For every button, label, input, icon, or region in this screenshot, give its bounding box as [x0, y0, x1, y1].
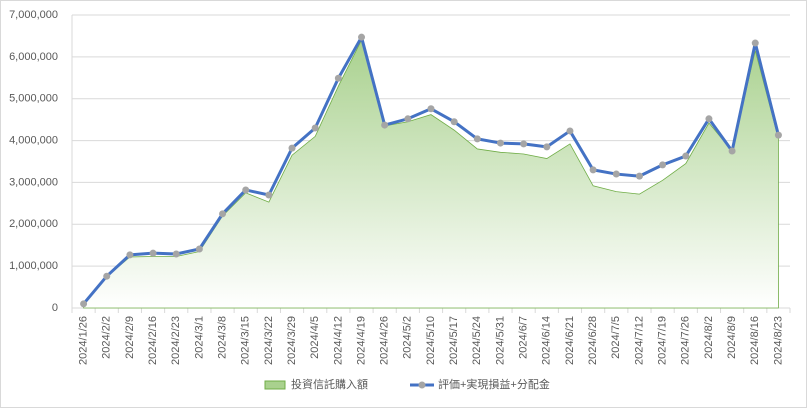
marker [219, 210, 227, 218]
marker [427, 105, 435, 113]
y-tick-label: 3,000,000 [9, 176, 58, 188]
x-tick-label: 2024/8/23 [772, 316, 784, 365]
x-tick-label: 2024/7/19 [657, 316, 669, 365]
marker [566, 127, 574, 135]
marker [195, 245, 203, 253]
legend: 投資信託購入額 評価+実現損益+分配金 [264, 377, 550, 391]
marker [80, 300, 88, 308]
x-tick-label: 2024/8/16 [749, 316, 761, 365]
marker [751, 39, 759, 47]
marker [288, 144, 296, 152]
y-tick-label: 1,000,000 [9, 260, 58, 272]
x-tick-label: 2024/3/15 [240, 316, 252, 365]
marker [404, 115, 412, 123]
y-tick-label: 0 [52, 302, 58, 314]
y-tick-label: 6,000,000 [9, 51, 58, 63]
x-tick-label: 2024/4/12 [332, 316, 344, 365]
marker [149, 249, 157, 257]
x-tick-label: 2024/4/19 [355, 316, 367, 365]
marker [103, 272, 111, 280]
x-tick-label: 2024/3/22 [263, 316, 275, 365]
x-tick-label: 2024/4/5 [309, 316, 321, 359]
marker [520, 140, 528, 148]
x-tick-label: 2024/6/28 [587, 316, 599, 365]
x-tick-label: 2024/7/26 [680, 316, 692, 365]
x-tick-label: 2024/2/2 [101, 316, 113, 359]
x-tick-label: 2024/1/26 [77, 316, 89, 365]
marker [635, 172, 643, 180]
marker [265, 191, 273, 199]
marker [659, 161, 667, 169]
x-tick-label: 2024/2/16 [147, 316, 159, 365]
y-tick-label: 5,000,000 [9, 93, 58, 105]
x-tick-label: 2024/6/7 [518, 316, 530, 359]
marker [728, 147, 736, 155]
marker [774, 131, 782, 139]
marker [473, 135, 481, 143]
marker [496, 139, 504, 147]
y-tick-label: 4,000,000 [9, 134, 58, 146]
x-tick-label: 2024/5/31 [494, 316, 506, 365]
x-tick-label: 2024/2/9 [124, 316, 136, 359]
marker [334, 74, 342, 82]
x-tick-label: 2024/5/17 [448, 316, 460, 365]
marker [172, 250, 180, 258]
x-tick-label: 2024/5/10 [425, 316, 437, 365]
marker [126, 251, 134, 259]
x-tick-label: 2024/6/14 [541, 316, 553, 365]
marker [450, 118, 458, 126]
marker [705, 115, 713, 123]
marker [612, 170, 620, 178]
legend-marker [418, 381, 426, 389]
marker [381, 121, 389, 129]
x-tick-label: 2024/2/23 [170, 316, 182, 365]
marker [311, 124, 319, 132]
legend-label: 投資信託購入額 [291, 377, 368, 391]
area [83, 38, 779, 309]
x-tick-label: 2024/7/5 [610, 316, 622, 359]
x-tick-label: 2024/5/2 [402, 316, 414, 359]
x-tick-label: 2024/3/1 [193, 316, 205, 359]
marker [682, 152, 690, 160]
x-tick-label: 2024/8/9 [726, 316, 738, 359]
marker [589, 166, 597, 174]
x-tick-label: 2024/7/12 [633, 316, 645, 365]
y-tick-label: 7,000,000 [9, 9, 58, 21]
x-tick-label: 2024/6/21 [564, 316, 576, 365]
x-tick-label: 2024/3/29 [286, 316, 298, 365]
x-tick-label: 2024/8/2 [703, 316, 715, 359]
marker [358, 33, 366, 41]
x-tick-label: 2024/3/8 [216, 316, 228, 359]
legend-label: 評価+実現損益+分配金 [438, 377, 550, 391]
marker [543, 143, 551, 151]
legend-swatch [264, 380, 286, 390]
y-tick-label: 2,000,000 [9, 218, 58, 230]
x-tick-label: 2024/4/26 [379, 316, 391, 365]
marker [242, 186, 250, 194]
x-tick-label: 2024/5/24 [471, 316, 483, 365]
